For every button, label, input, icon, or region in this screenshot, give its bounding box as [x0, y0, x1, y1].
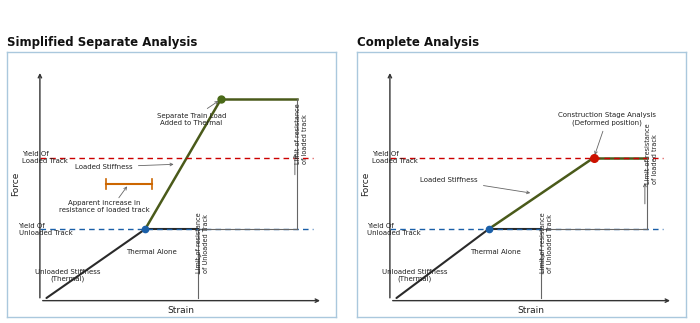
Text: Limit of resistance
of loaded track: Limit of resistance of loaded track [645, 123, 658, 184]
Text: Force: Force [10, 172, 20, 196]
Text: Strain: Strain [168, 306, 195, 315]
Text: Simplified Separate Analysis: Simplified Separate Analysis [7, 36, 197, 49]
Text: Limit of resistance
of Unloaded Track: Limit of resistance of Unloaded Track [196, 212, 209, 273]
Text: Unloaded Stiffness
(Thermal): Unloaded Stiffness (Thermal) [35, 269, 101, 282]
Text: Thermal Alone: Thermal Alone [470, 249, 521, 255]
Text: Unloaded Stiffness
(Thermal): Unloaded Stiffness (Thermal) [382, 269, 447, 282]
Text: Separate Train Load
Added to Thermal: Separate Train Load Added to Thermal [157, 101, 226, 126]
Text: Loaded Stiffness: Loaded Stiffness [75, 163, 173, 170]
Text: Strain: Strain [518, 306, 545, 315]
Text: Loaded Stiffness: Loaded Stiffness [420, 177, 529, 194]
Text: Thermal Alone: Thermal Alone [127, 249, 177, 255]
Text: Yield Of
Loaded Track: Yield Of Loaded Track [22, 151, 68, 164]
Text: Yield Of
Unloaded Track: Yield Of Unloaded Track [18, 223, 72, 236]
Text: Yield Of
Unloaded Track: Yield Of Unloaded Track [367, 223, 421, 236]
Text: Force: Force [360, 172, 370, 196]
Text: Yield Of
Loaded Track: Yield Of Loaded Track [372, 151, 418, 164]
Text: Apparent increase in
resistance of loaded track: Apparent increase in resistance of loade… [59, 200, 149, 213]
Text: Limit of resistance
of loaded track: Limit of resistance of loaded track [295, 104, 308, 164]
Text: Construction Stage Analysis
(Deformed position): Construction Stage Analysis (Deformed po… [558, 112, 656, 154]
Text: Limit of resistance
of Unloaded Track: Limit of resistance of Unloaded Track [540, 212, 553, 273]
Text: Complete Analysis: Complete Analysis [357, 36, 479, 49]
